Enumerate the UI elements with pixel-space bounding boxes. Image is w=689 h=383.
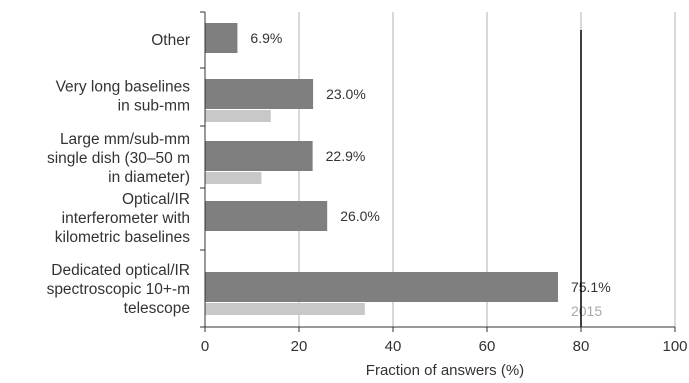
bar-2015 [205, 110, 271, 122]
bar [205, 272, 558, 302]
x-tick-label: 0 [201, 338, 209, 355]
series-label-2015: 2015 [571, 303, 602, 319]
x-tick-label: 100 [662, 338, 687, 355]
data-label: 6.9% [250, 30, 282, 46]
bar [205, 141, 313, 171]
category-label: kilometric baselines [55, 229, 190, 246]
category-label: single dish (30–50 m [47, 150, 190, 167]
x-axis-label: Fraction of answers (%) [366, 362, 524, 378]
axes [200, 11, 676, 332]
x-tick-labels: 0 20 40 60 80 100 [201, 338, 688, 355]
category-label: in sub-mm [118, 98, 190, 115]
bar [205, 23, 238, 53]
x-tick-label: 20 [291, 338, 308, 355]
x-tick-label: 80 [573, 338, 590, 355]
bar-2015 [205, 303, 365, 315]
data-label: 23.0% [326, 86, 366, 102]
category-label: in diameter) [108, 169, 190, 186]
data-label: 75.1% [571, 279, 611, 295]
category-label: Large mm/sub-mm [60, 131, 190, 148]
x-tick-label: 40 [385, 338, 402, 355]
bar [205, 201, 328, 231]
bars: 6.9% 23.0% 22.9% 26.0% 75.1% 2015 [205, 23, 611, 319]
category-label: Dedicated optical/IR [51, 262, 190, 279]
data-label: 22.9% [326, 148, 366, 164]
bar [205, 79, 314, 109]
category-label: interferometer with [62, 210, 190, 227]
category-labels: Other Very long baselines in sub-mm Large m… [47, 32, 191, 317]
data-label: 26.0% [340, 208, 380, 224]
x-tick-label: 60 [479, 338, 496, 355]
category-label: Optical/IR [122, 191, 190, 208]
category-label: Other [151, 32, 190, 49]
bar-2015 [205, 172, 262, 184]
category-label: spectroscopic 10+-m [47, 281, 190, 298]
category-label: telescope [124, 300, 190, 317]
category-label: Very long baselines [56, 79, 191, 96]
